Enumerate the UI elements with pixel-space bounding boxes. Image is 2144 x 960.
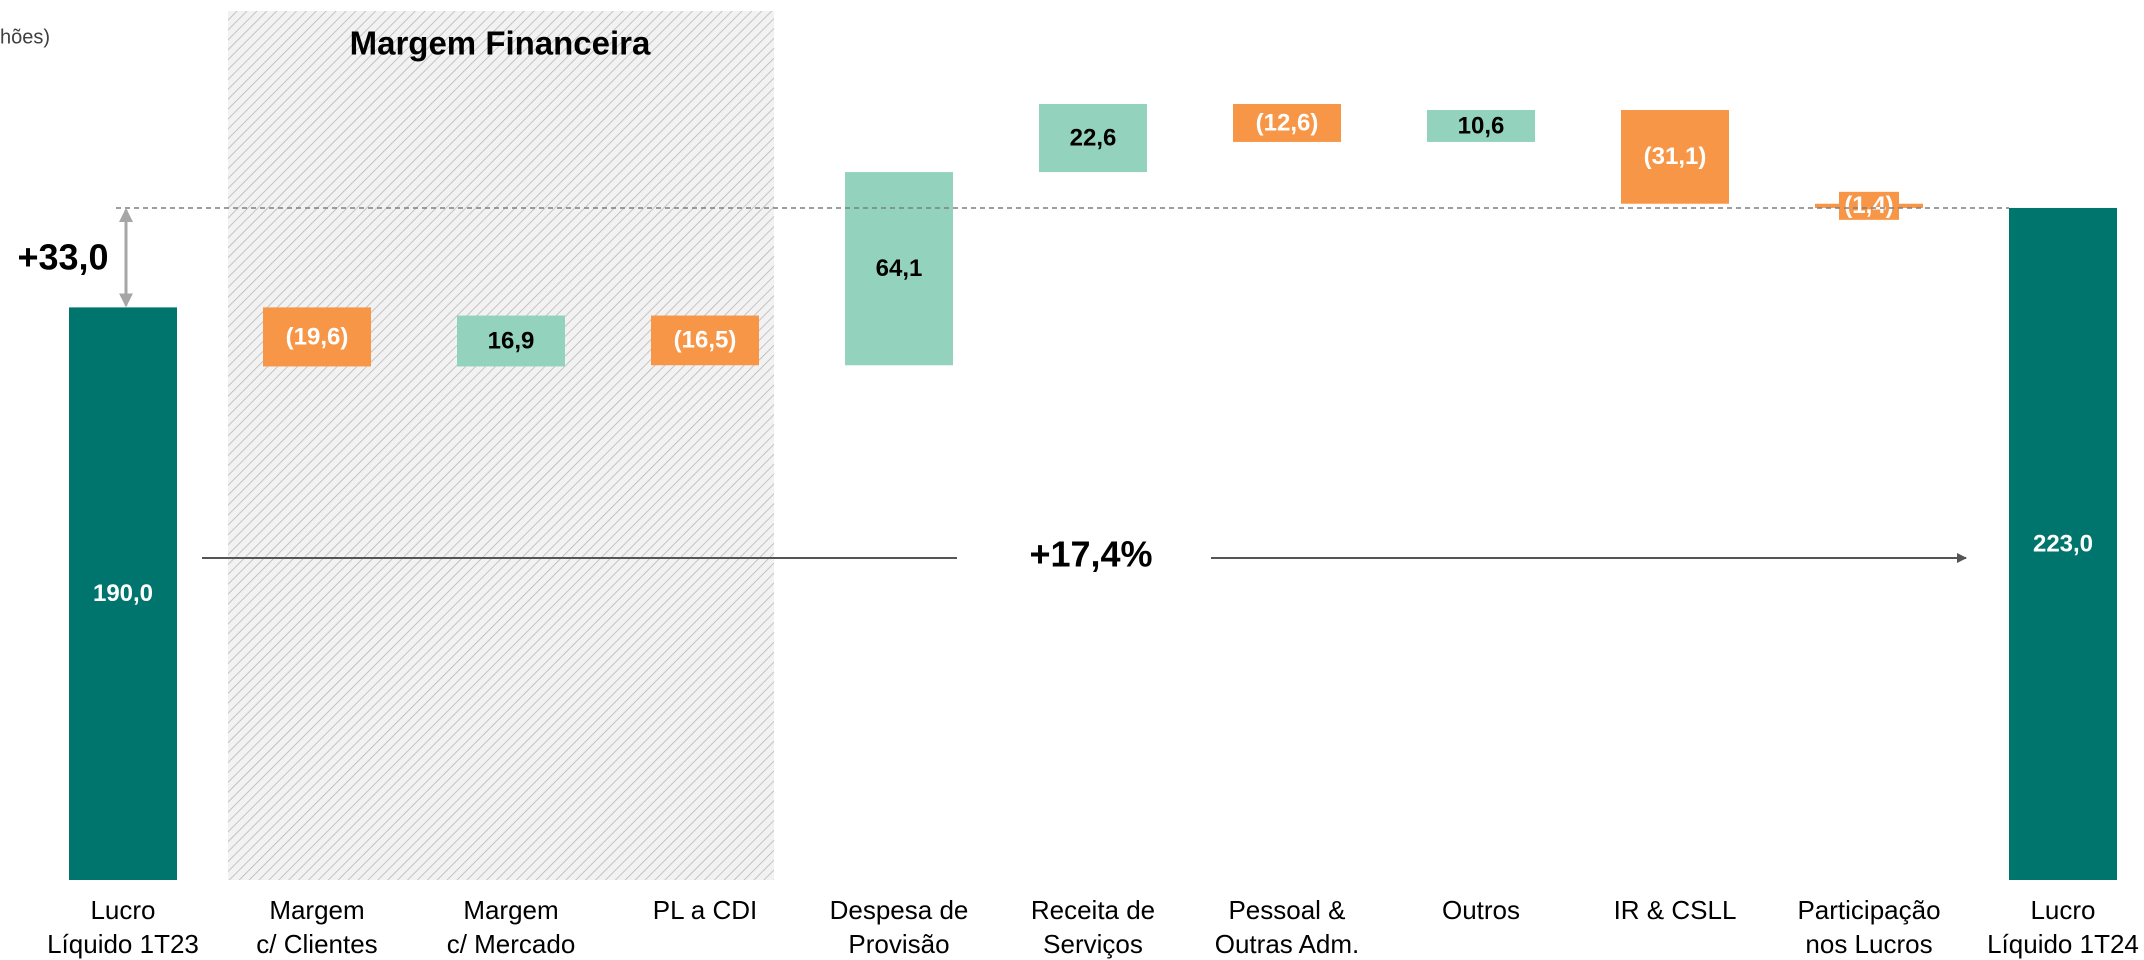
- bar: [2009, 207, 2117, 881]
- bars: 190,0 Lucro Líquido 1T23 (19,6) Margem c/ Cli…: [47, 103, 2139, 959]
- x-tick-label: Margem c/ Clientes: [256, 895, 377, 959]
- value-label: (31,1): [1644, 143, 1707, 170]
- value-label: (19,6): [286, 323, 349, 350]
- bar: [457, 315, 565, 367]
- value-label: (1,4): [1844, 192, 1893, 219]
- x-tick-label: PL a CDI: [653, 895, 758, 925]
- value-label: 16,9: [488, 327, 535, 354]
- x-tick-label: Despesa de Provisão: [830, 895, 969, 959]
- bar: [1621, 110, 1729, 204]
- bar: [1427, 110, 1535, 142]
- bar: [651, 315, 759, 366]
- bar: [69, 307, 177, 881]
- x-tick-label: IR & CSLL: [1614, 895, 1737, 925]
- difference-label: +33,0: [17, 237, 108, 278]
- x-tick-label: Participação nos Lucros: [1797, 895, 1940, 959]
- x-tick-label: Lucro Líquido 1T24: [1987, 895, 2139, 959]
- bar: [1039, 103, 1147, 173]
- x-tick-label: Receita de Serviços: [1031, 895, 1155, 959]
- value-label: 223,0: [2033, 530, 2093, 557]
- value-label: 190,0: [93, 580, 153, 607]
- bar: [263, 307, 371, 367]
- value-label: 22,6: [1070, 124, 1117, 151]
- bar: [845, 172, 953, 366]
- bar: [1233, 103, 1341, 142]
- group-region: [228, 11, 774, 880]
- x-tick-label: Lucro Líquido 1T23: [47, 895, 199, 959]
- x-tick-label: Outros: [1442, 895, 1520, 925]
- subtitle: hões): [0, 26, 50, 48]
- value-label: 10,6: [1458, 112, 1505, 139]
- label-box: [1839, 191, 1899, 220]
- growth-label: +17,4%: [1029, 534, 1152, 575]
- x-tick-label: Pessoal & Outras Adm.: [1215, 895, 1360, 959]
- group-label: Margem Financeira: [350, 25, 651, 62]
- x-tick-label: Margem c/ Mercado: [447, 895, 576, 959]
- value-label: (12,6): [1256, 109, 1319, 136]
- value-label: 64,1: [876, 255, 923, 282]
- value-label: (16,5): [674, 327, 737, 354]
